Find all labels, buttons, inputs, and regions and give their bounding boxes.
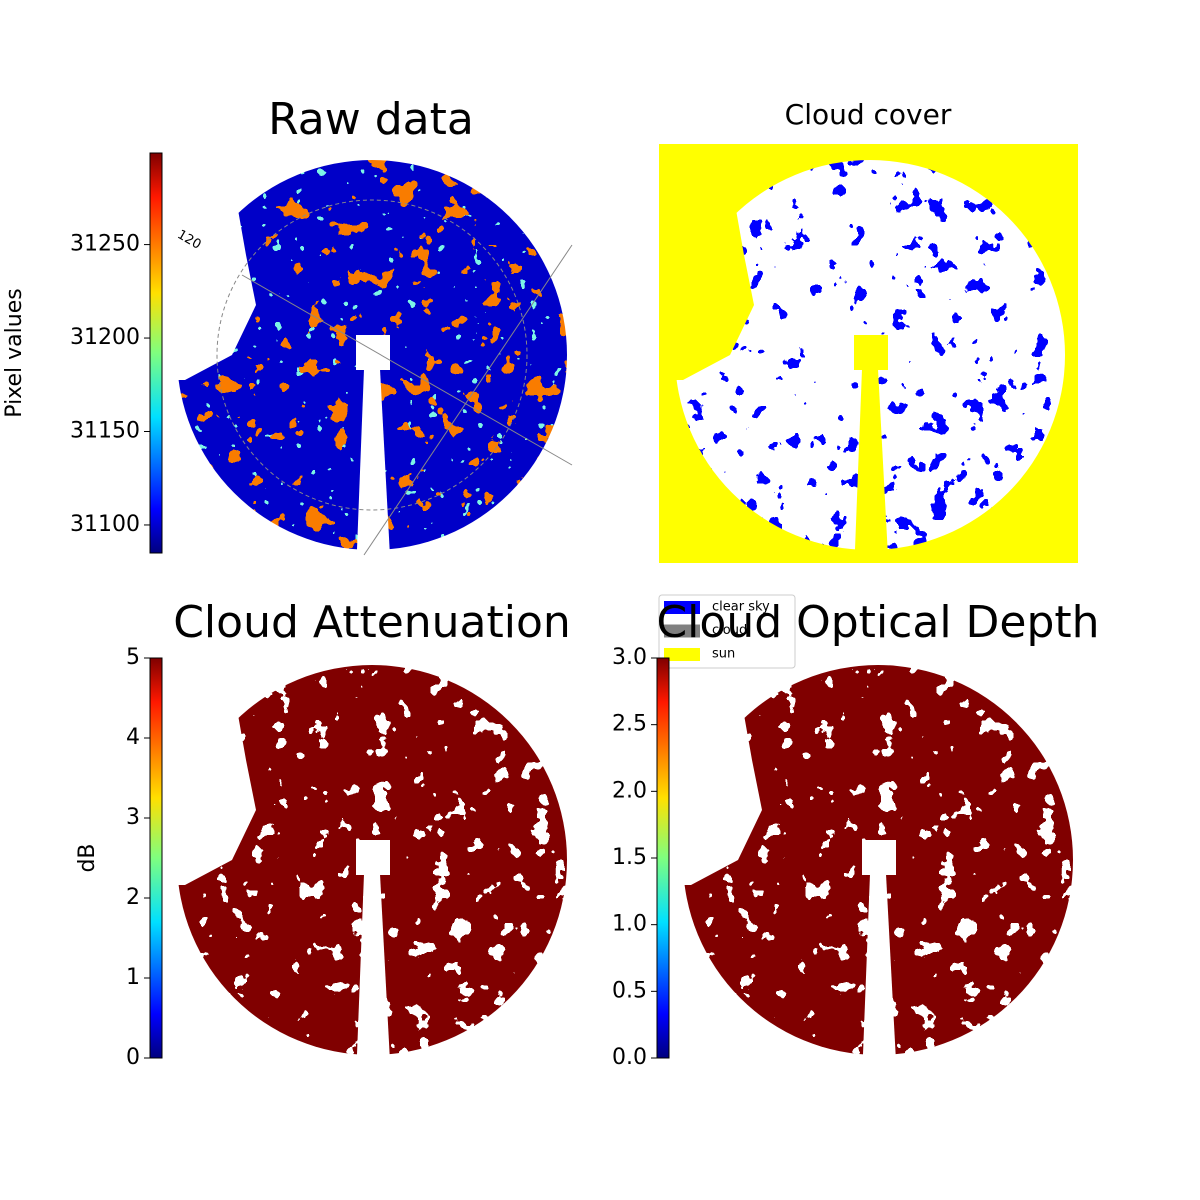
sky-image [670, 155, 1070, 555]
sky-image [678, 660, 1078, 1060]
legend-label: sun [712, 647, 735, 662]
sky-image-masked [678, 660, 1078, 1060]
legend-swatch [664, 624, 700, 638]
polar-grid [363, 244, 573, 556]
colorbar-tick-label: 1 [126, 965, 140, 990]
sky-image-masked [172, 660, 572, 1060]
sky-image [172, 660, 572, 1060]
colorbar-tick-label: 1.5 [612, 845, 647, 870]
colorbar [149, 657, 163, 1059]
colorbar-tick-label: 31150 [70, 419, 140, 444]
legend-swatch [664, 601, 700, 614]
sky-texture [678, 660, 1078, 1060]
legend-swatch [664, 648, 700, 661]
panel-title: Raw data [268, 94, 474, 145]
colorbar-tick-label: 5 [126, 645, 140, 670]
colorbar-tick-label: 31250 [70, 232, 140, 257]
colorbar-tick-label: 0.5 [612, 978, 647, 1003]
colorbar-tick-label: 2 [126, 885, 140, 910]
legend-label: clear sky [712, 600, 770, 615]
colorbar-tick-label: 31200 [70, 325, 140, 350]
polar-grid [216, 199, 528, 511]
colorbar-tick-label: 2.5 [612, 712, 647, 737]
colorbar-tick-label: 31100 [70, 512, 140, 537]
colorbar-tick-label: 1.0 [612, 912, 647, 937]
colorbar [656, 657, 670, 1059]
sky-image-masked [670, 155, 1070, 555]
sky-texture [670, 155, 1070, 555]
colorbar-tick-label: 0 [126, 1045, 140, 1070]
sky-image-masked [172, 155, 572, 555]
panel-title: Cloud Optical Depth [656, 597, 1099, 648]
sky-texture [172, 155, 572, 555]
panel-title: Cloud Attenuation [173, 597, 571, 648]
sky-image: 120 [172, 155, 573, 556]
sky-texture [172, 660, 572, 1060]
polar-grid [241, 274, 573, 466]
colorbar-tick-label: 3.0 [612, 645, 647, 670]
colorbar-label: Pixel values [2, 288, 27, 417]
colorbar-tick-label: 0.0 [612, 1045, 647, 1070]
colorbar-tick-label: 4 [126, 725, 140, 750]
colorbar-label: dB [75, 843, 100, 872]
colorbar [149, 152, 163, 554]
colorbar-tick-label: 3 [126, 805, 140, 830]
colorbar-tick-label: 2.0 [612, 778, 647, 803]
panel-title: Cloud cover [785, 98, 952, 131]
legend-label: cloud [712, 623, 747, 638]
